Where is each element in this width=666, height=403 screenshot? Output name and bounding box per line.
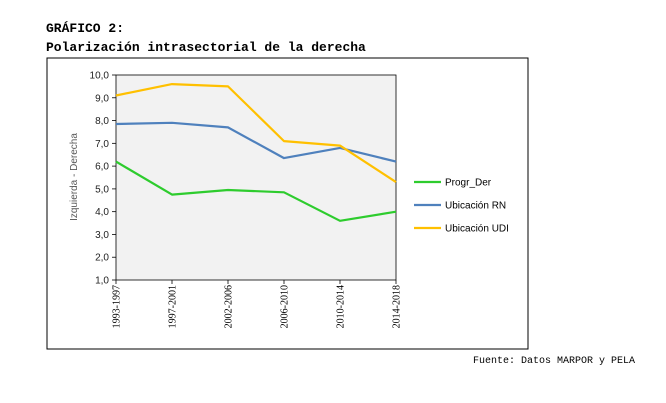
figure-title: Polarización intrasectorial de la derech… [46, 40, 366, 55]
y-tick-label: 2,0 [95, 253, 109, 264]
y-tick-label: 6,0 [95, 162, 109, 173]
y-tick-label: 3,0 [95, 230, 109, 241]
y-tick-label: 8,0 [95, 116, 109, 127]
x-tick-label: 2014-2018 [392, 285, 403, 328]
x-tick-label: 2006-2010 [280, 285, 291, 328]
y-tick-label: 4,0 [95, 207, 109, 218]
chart-heading: GRÁFICO 2: Polarización intrasectorial d… [46, 19, 366, 57]
series-line-3 [115, 82, 397, 184]
x-tick-label: 2010-2014 [336, 285, 347, 328]
series-line-1 [115, 160, 397, 222]
plot-area [115, 74, 397, 281]
legend-label: Ubicación RN [445, 201, 506, 212]
legend-label: Ubicación UDI [445, 224, 509, 235]
figure-number: GRÁFICO 2: [46, 21, 125, 36]
y-axis-label: Izquierda - Derecha [69, 133, 80, 221]
y-tick-label: 1,0 [95, 276, 109, 287]
x-tick-label: 2002-2006 [224, 285, 235, 328]
x-tick-label: 1993-1997 [112, 285, 123, 328]
y-tick-label: 9,0 [95, 93, 109, 104]
y-tick-label: 7,0 [95, 139, 109, 150]
x-tick-label: 1997-2001 [168, 285, 179, 328]
y-tick-label: 5,0 [95, 184, 109, 195]
y-tick-label: 10,0 [90, 71, 110, 82]
source-note: Fuente: Datos MARPOR y PELA [472, 356, 635, 367]
series-line-2 [115, 121, 397, 163]
legend-label: Progr_Der [445, 178, 492, 189]
